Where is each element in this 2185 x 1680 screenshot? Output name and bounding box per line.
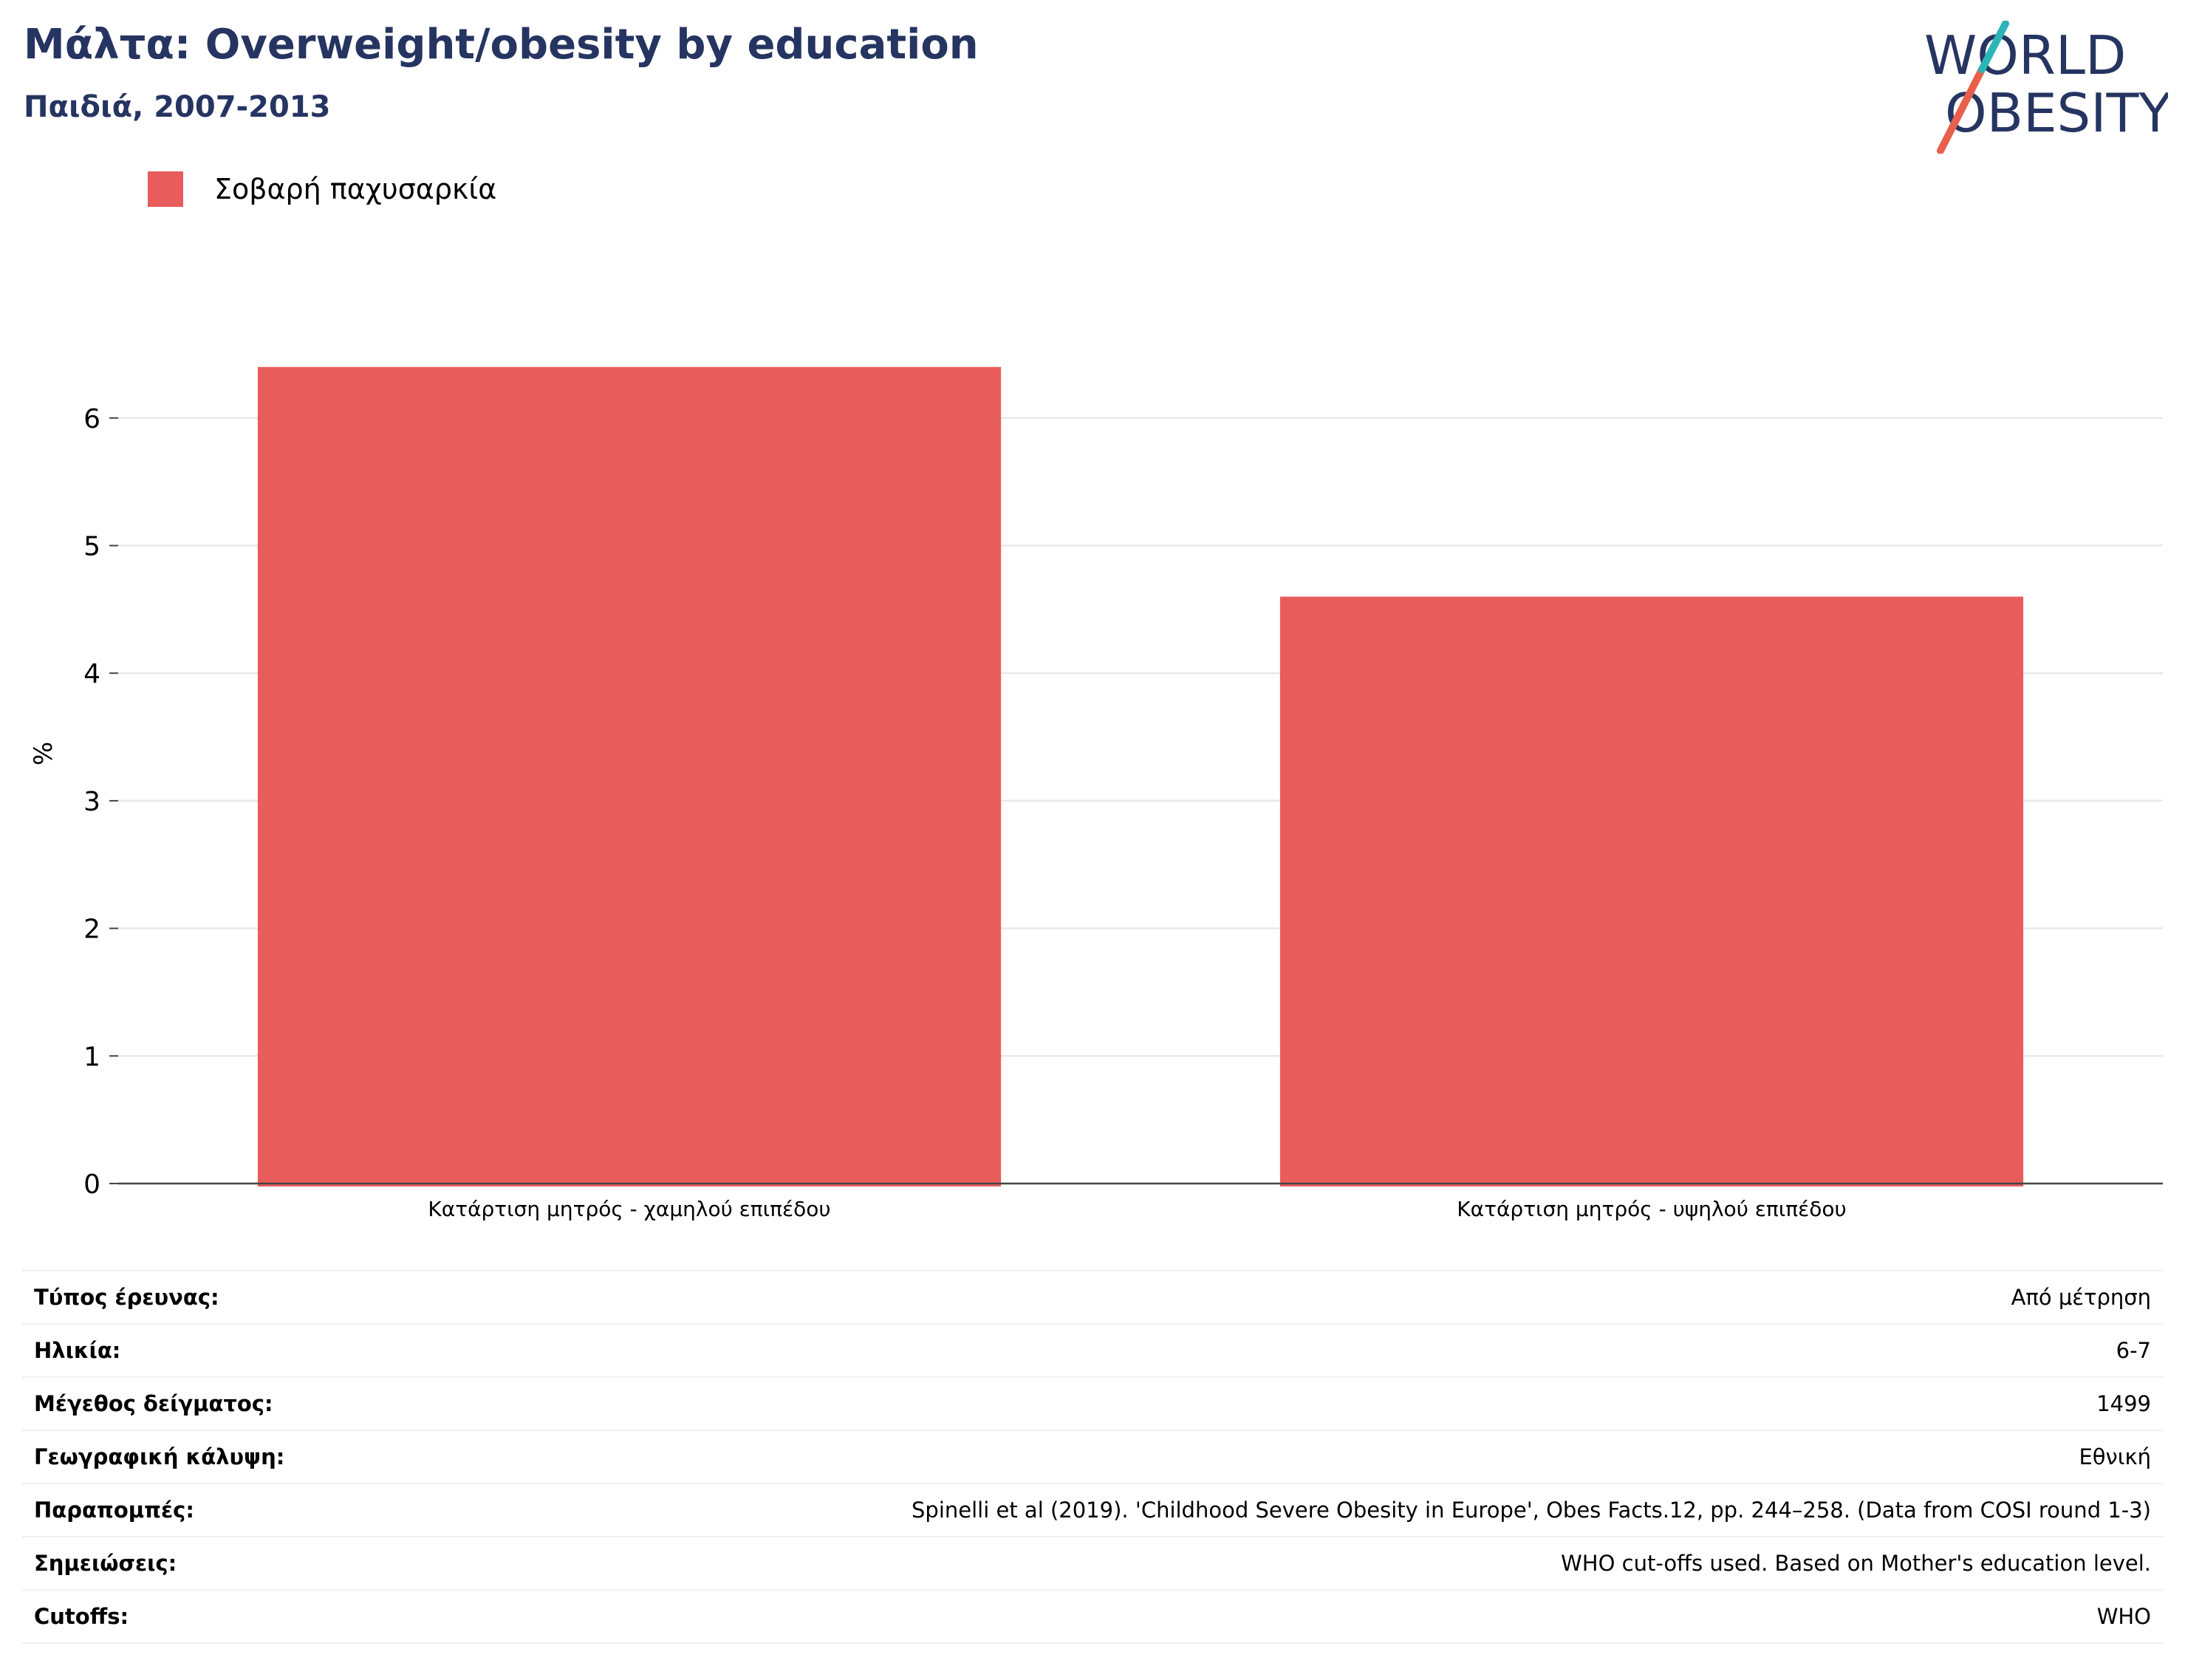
details-value: 6-7 [404, 1323, 2163, 1377]
bar [1279, 596, 2024, 1186]
y-tick-label: 1 [83, 1042, 100, 1072]
world-obesity-logo: WORLD OBESITY [1924, 21, 2168, 154]
bar-chart: 0 1 2 3 4 5 6 Κατάρτιση μητρός - χαμηλού επιπέ… [29, 366, 2163, 1221]
logo-slash-orange [1937, 66, 1986, 154]
details-table: Τύπος έρευνας: Από μέτρηση Ηλικία: 6-7 Μέγεθ… [22, 1270, 2163, 1644]
details-label: Παραπομπές: [22, 1483, 405, 1537]
y-tick-label: 6 [83, 404, 100, 434]
bars [257, 366, 2024, 1187]
details-value: WHO cut-offs used. Based on Mother's edu… [404, 1536, 2163, 1590]
details-label: Cutoffs: [22, 1589, 405, 1644]
y-axis-label: % [29, 742, 58, 765]
x-tick-label: Κατάρτιση μητρός - υψηλού επιπέδου [1457, 1197, 1846, 1221]
details-row: Γεωγραφική κάλυψη: Εθνική [22, 1430, 2163, 1483]
details-value: Από μέτρηση [404, 1270, 2163, 1324]
details-row: Σημειώσεις: WHO cut-offs used. Based on M… [22, 1536, 2163, 1590]
details-label: Ηλικία: [22, 1323, 405, 1377]
details-label: Σημειώσεις: [22, 1536, 405, 1590]
logo-line2: OBESITY [1945, 82, 2168, 144]
details-value: Spinelli et al (2019). 'Childhood Severe… [404, 1483, 2163, 1537]
details-value: WHO [404, 1589, 2163, 1644]
y-tick-label: 2 [83, 915, 100, 945]
chart-legend: Σοβαρή παχυσαρκία [148, 170, 496, 208]
details-label: Γεωγραφική κάλυψη: [22, 1430, 405, 1483]
legend-label: Σοβαρή παχυσαρκία [214, 173, 497, 205]
details-row: Παραπομπές: Spinelli et al (2019). 'Child… [22, 1483, 2163, 1537]
y-tick-label: 4 [83, 659, 100, 689]
logo-line1: WORLD [1924, 24, 2126, 86]
details-label: Μέγεθος δείγματος: [22, 1376, 405, 1430]
y-tick-label: 0 [83, 1169, 100, 1200]
x-tick-label: Κατάρτιση μητρός - χαμηλού επιπέδου [428, 1197, 830, 1221]
details-row: Τύπος έρευνας: Από μέτρηση [22, 1270, 2163, 1324]
chart-subtitle: Παιδιά, 2007-2013 [24, 90, 331, 124]
y-tick-label: 3 [83, 787, 100, 817]
bar [257, 366, 1002, 1187]
details-row: Cutoffs: WHO [22, 1589, 2163, 1644]
details-value: Εθνική [404, 1430, 2163, 1483]
x-axis-ticks: Κατάρτιση μητρός - χαμηλού επιπέδου Κατάρ… [428, 1197, 1846, 1221]
details-row: Μέγεθος δείγματος: 1499 [22, 1376, 2163, 1430]
logo-slash-teal [1978, 21, 2009, 73]
chart-title: Μάλτα: Overweight/obesity by education [24, 21, 979, 69]
details-label: Τύπος έρευνας: [22, 1270, 405, 1324]
details-value: 1499 [404, 1376, 2163, 1430]
y-tick-label: 5 [83, 532, 100, 562]
details-row: Ηλικία: 6-7 [22, 1323, 2163, 1377]
legend-swatch [148, 171, 183, 207]
y-axis-ticks: 0 1 2 3 4 5 6 [83, 404, 118, 1200]
